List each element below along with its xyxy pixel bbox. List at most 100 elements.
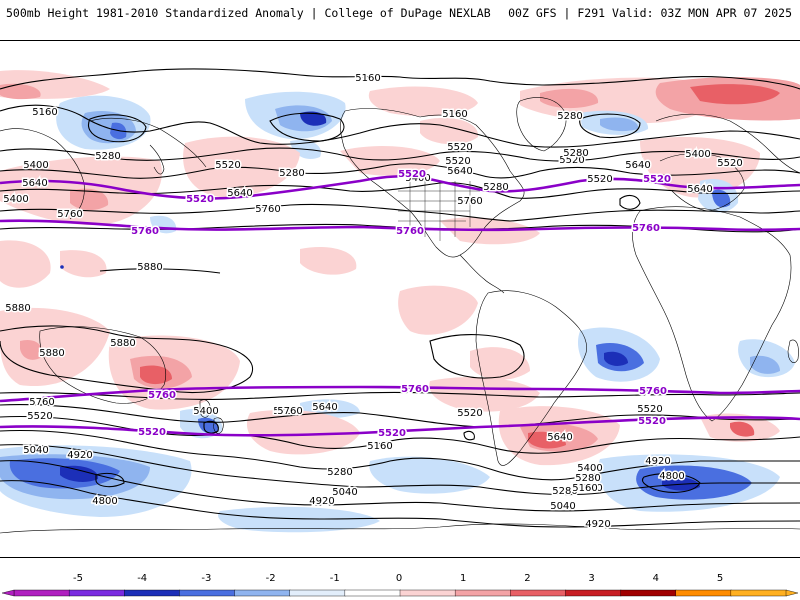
coastline-japan — [149, 144, 165, 175]
anomaly-negative-area — [600, 117, 639, 132]
height-contour — [0, 104, 800, 148]
colorbar-max-arrow — [785, 589, 799, 597]
contour-label: 4920 — [645, 456, 670, 467]
contour-label: 5880 — [5, 303, 30, 314]
contour-label: 5520 — [27, 411, 52, 422]
contour-label-highlight: 5760 — [401, 384, 429, 395]
contour-label: 5160 — [367, 441, 392, 452]
height-contour — [0, 391, 800, 400]
height-contour — [87, 114, 147, 143]
contour-label: 5760 — [273, 406, 298, 417]
map-panel[interactable]: 5160 5160 5280 5160 5280 5280 5400 5520 5520 5520… — [0, 40, 800, 558]
colorbar-segment — [124, 589, 181, 597]
contour-label-highlight: 5760 — [396, 226, 424, 237]
contour-label: 5520 — [587, 174, 612, 185]
height-contour — [619, 194, 641, 210]
colorbar-segment — [68, 589, 125, 597]
height-contour — [0, 480, 800, 528]
height-contour — [0, 403, 800, 428]
contour-label: 5760 — [277, 406, 302, 417]
island-hawaii — [60, 265, 64, 269]
colorbar-segment — [730, 589, 787, 597]
contour-label: 5880 — [110, 338, 135, 349]
height-contour — [641, 473, 701, 493]
anomaly-negative-area — [750, 355, 780, 374]
anomaly-positive-area — [368, 86, 478, 117]
contour-label: 5760 — [255, 204, 280, 215]
contour-label: 5160 — [32, 107, 57, 118]
height-contour — [0, 68, 800, 90]
contour-5760-south — [0, 385, 800, 403]
height-contour — [429, 334, 525, 379]
colorbar-segment — [399, 589, 456, 597]
contour-label: 5160 — [367, 441, 392, 452]
contour-label: 5640 — [447, 166, 472, 177]
contour-label: 5520 — [559, 155, 584, 166]
contour-label: 5280 — [95, 151, 120, 162]
contour-label: 5160 — [442, 109, 467, 120]
contour-label-highlight: 5520 — [638, 416, 666, 427]
anomaly-positive-area — [398, 285, 478, 335]
anomaly-positive-area — [640, 137, 760, 198]
colorbar-segment — [620, 589, 677, 597]
anomaly-negative-area — [712, 189, 731, 208]
contour-label: 5760 — [57, 209, 82, 220]
anomaly-positive-area — [0, 83, 41, 100]
contour-label: 5040 — [23, 445, 48, 456]
anomaly-negative-area — [300, 111, 327, 126]
contour-label: 5400 — [577, 463, 602, 474]
contour-label: 4920 — [67, 450, 92, 461]
contour-label: 5400 — [685, 149, 710, 160]
colorbar-tick-label: 0 — [396, 573, 402, 584]
height-contour — [0, 444, 800, 496]
anomaly-negative-area — [604, 351, 628, 366]
contour-label: 5280 — [557, 111, 582, 122]
contour-label: 5280 — [279, 168, 304, 179]
contour-label: 5760 — [457, 196, 482, 207]
contour-label: 5400 — [405, 173, 430, 184]
colorbar-tick-label: 4 — [653, 573, 659, 584]
anomaly-positive-area — [690, 84, 780, 105]
anomaly-positive-area — [70, 188, 109, 211]
colorbar-min-arrow — [1, 589, 15, 597]
coastline-south-america — [475, 290, 587, 466]
contour-label: 5520 — [447, 142, 472, 153]
contour-label: 5040 — [550, 501, 575, 512]
anomaly-positive-area — [300, 247, 357, 275]
contour-label: 5400 — [3, 194, 28, 205]
anomaly-positive-area — [60, 250, 107, 278]
colorbar-tick-label: 2 — [524, 573, 530, 584]
colorbar-segment — [289, 589, 346, 597]
contour-label: 4800 — [92, 496, 117, 507]
anomaly-positive-area — [140, 365, 172, 385]
contour-label: 5640 — [625, 160, 650, 171]
contour-label: 5280 — [563, 148, 588, 159]
anomaly-negative-area — [60, 465, 99, 482]
coastline-antarctica — [0, 523, 800, 534]
coastline-greenland — [516, 97, 567, 152]
anomaly-positive-area — [246, 409, 360, 455]
contour-label: 5640 — [227, 188, 252, 199]
contour-label: 5640 — [22, 178, 47, 189]
colorbar-tick-label: 5 — [717, 573, 723, 584]
contour-label: 4920 — [585, 519, 610, 530]
colorbar-segment — [510, 589, 567, 597]
contour-label: 5280 — [575, 473, 600, 484]
header: 500mb Height 1981-2010 Standardized Anom… — [0, 0, 800, 40]
contour-label: 5280 — [327, 467, 352, 478]
colorbar-tick-label: 1 — [460, 573, 466, 584]
colorbar-tick-label: -5 — [73, 573, 83, 584]
model-run-info: 00Z GFS | F291 Valid: 03Z MON APR 07 202… — [508, 6, 792, 20]
anomaly-positive-area — [0, 240, 51, 288]
colorbar-tick-label: -1 — [330, 573, 340, 584]
colorbar-tick-label: -3 — [201, 573, 211, 584]
contour-label: 5400 — [577, 463, 602, 474]
key-height-contours — [0, 174, 800, 437]
contour-label-highlight: 5520 — [186, 194, 214, 205]
colorbar: -5 -4 -3 -2 -1 0 1 2 3 4 5 — [0, 568, 800, 600]
anomaly-positive-area — [0, 307, 110, 387]
height-contour — [203, 420, 219, 434]
colorbar-segment — [344, 589, 401, 597]
colorbar-segment — [234, 589, 291, 597]
contour-5520-south — [0, 416, 800, 437]
